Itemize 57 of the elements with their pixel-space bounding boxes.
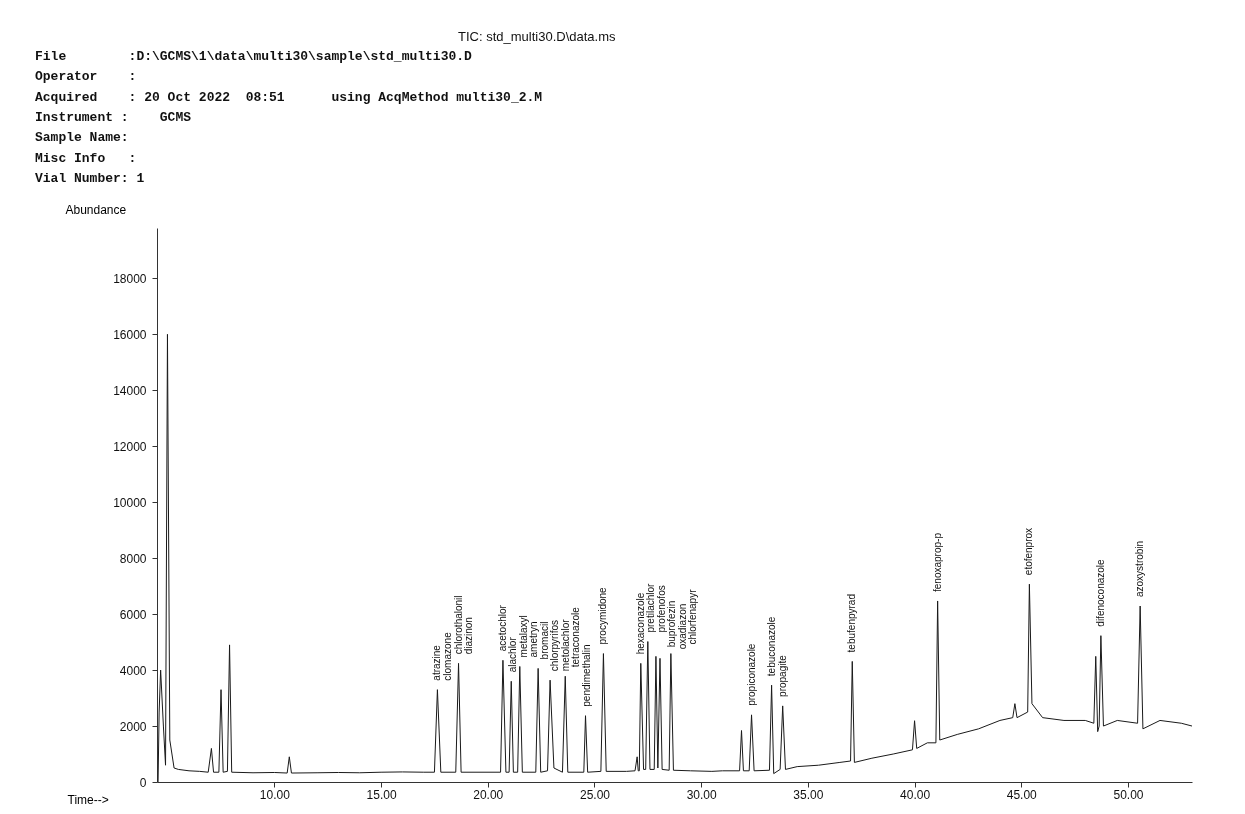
annotation: tebuconazole: [765, 616, 777, 677]
annotation: tebufenpyrad: [846, 594, 858, 653]
annotation: azoxystrobin: [1134, 540, 1146, 598]
y-tick-label: 4000: [119, 663, 147, 678]
y-tick-label: 2000: [119, 719, 147, 734]
y-tick-label: 0: [139, 775, 147, 790]
annotation: tetraconazole: [570, 606, 582, 668]
x-tick-label: 45.00: [1006, 787, 1038, 802]
text: Instrument : GCMS: [35, 109, 192, 125]
annotation: propiconazole: [745, 643, 757, 706]
annotation: profenofos: [655, 585, 667, 633]
x-tick-label: 35.00: [793, 787, 824, 802]
x-tick-label: 25.00: [579, 787, 611, 802]
annotation: diazinon: [463, 617, 475, 655]
y-tick-label: 14000: [113, 383, 147, 398]
x-tick-label: 50.00: [1113, 787, 1144, 802]
text: Sample Name:: [35, 130, 129, 146]
annotation: difenoconazole: [1094, 558, 1106, 627]
y-tick-label: 6000: [119, 607, 147, 622]
x-tick-label: 20.00: [473, 787, 504, 802]
text: Vial Number: 1: [35, 170, 145, 186]
annotation: oxadiazon: [676, 603, 688, 650]
text: Acquired : 20 Oct 2022 08:51 using AcqMethod multi30_2.M: [35, 89, 543, 105]
annotation: etofenprox: [1023, 527, 1035, 576]
y-tick-label: 10000: [113, 495, 147, 510]
annotation: pretilachlor: [645, 582, 657, 633]
x-tick-label: 10.00: [259, 787, 291, 802]
annotation: atrazine: [431, 644, 443, 681]
x-tick-label: 30.00: [686, 787, 718, 802]
annotation: fenoxaprop-p: [931, 532, 943, 592]
text: File :D:\GCMS\1\data\multi30\sample\std_multi30.D: [35, 49, 473, 64]
y-tick-label: 18000: [113, 271, 147, 286]
x-tick-label: 15.00: [366, 787, 397, 802]
annotation: chlorfenapyr: [687, 588, 699, 645]
annotation: metolachlor: [559, 618, 571, 672]
annotation: procymidone: [597, 586, 609, 645]
annotation: buprofezin: [666, 600, 678, 648]
annotation: pendimethalin: [580, 644, 592, 707]
annotation: alachlor: [507, 636, 519, 673]
annotation: clomazone: [441, 631, 453, 681]
y-tick-label: 16000: [113, 327, 147, 342]
annotation: acetochlor: [496, 604, 508, 652]
annotation: chlorothalonil: [452, 595, 464, 655]
y-tick-label: 8000: [119, 551, 147, 566]
text: Operator :: [35, 69, 137, 85]
annotation: propagite: [776, 654, 788, 697]
text: Misc Info :: [35, 150, 137, 166]
annotation: hexaconazole: [634, 592, 646, 655]
y-axis-title: Abundance: [65, 202, 127, 217]
annotation: metalaxyl: [517, 615, 529, 658]
x-tick-label: 40.00: [900, 787, 931, 802]
y-tick-label: 12000: [113, 439, 147, 454]
annotation: chlorpyrifos: [549, 620, 561, 672]
x-axis-title: Time-->: [67, 792, 109, 807]
annotation: ametryn: [528, 621, 540, 658]
chart-title: TIC: std_multi30.D\data.ms: [458, 29, 616, 44]
annotation: bromacil: [538, 621, 550, 660]
